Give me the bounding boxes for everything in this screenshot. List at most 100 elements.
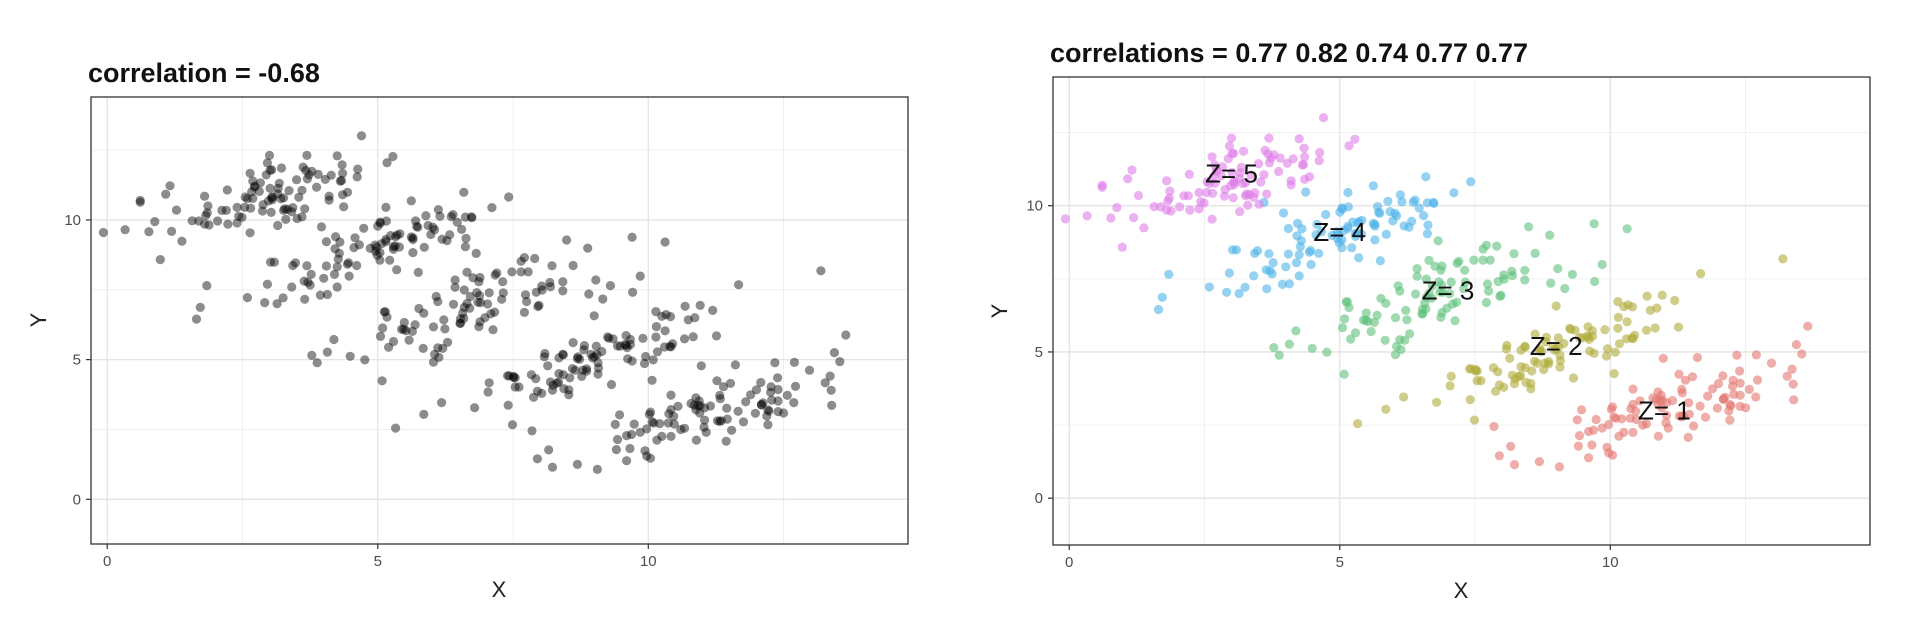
left-y-axis-label: Y: [26, 312, 51, 327]
scatter-point: [545, 377, 556, 387]
scatter-point: [1555, 356, 1566, 366]
scatter-point: [1153, 304, 1164, 315]
scatter-point: [588, 353, 598, 363]
scatter-point: [288, 203, 298, 213]
scatter-point: [510, 373, 520, 383]
scatter-point: [516, 256, 526, 266]
scatter-point: [519, 253, 530, 263]
scatter-point: [450, 275, 460, 285]
scatter-point: [1469, 415, 1480, 425]
scatter-point: [342, 187, 353, 197]
scatter-point: [615, 341, 625, 351]
scatter-point: [431, 291, 441, 302]
scatter-point: [628, 287, 638, 297]
scatter-point: [1399, 392, 1409, 402]
scatter-point: [591, 275, 601, 285]
scatter-point: [782, 390, 792, 400]
scatter-point: [1478, 255, 1488, 265]
scatter-point: [1269, 343, 1279, 353]
scatter-point: [651, 332, 661, 342]
scatter-point: [1337, 243, 1347, 253]
scatter-point: [767, 395, 777, 405]
scatter-point: [1687, 372, 1698, 382]
scatter-point: [593, 363, 604, 373]
scatter-point: [1782, 371, 1792, 381]
scatter-point: [1534, 346, 1544, 356]
scatter-point: [1631, 406, 1641, 416]
scatter-point: [267, 195, 277, 205]
scatter-point: [120, 225, 130, 235]
scatter-point: [135, 195, 145, 205]
scatter-point: [375, 218, 386, 228]
scatter-point: [773, 373, 783, 383]
scatter-point: [523, 267, 533, 277]
scatter-point: [1476, 376, 1486, 386]
scatter-point: [638, 333, 648, 343]
scatter-point: [1728, 375, 1738, 385]
scatter-point: [332, 262, 342, 272]
scatter-point: [660, 326, 670, 336]
scatter-point: [437, 234, 447, 244]
scatter-point: [475, 272, 485, 283]
scatter-point: [269, 257, 279, 267]
scatter-point: [1376, 293, 1386, 303]
scatter-point: [579, 345, 589, 355]
scatter-point: [475, 317, 485, 327]
scatter-point: [1520, 342, 1530, 352]
scatter-point: [1397, 197, 1407, 207]
scatter-point: [407, 326, 417, 336]
x-tick-label: 10: [640, 553, 657, 570]
scatter-point: [272, 299, 282, 309]
scatter-point: [763, 420, 773, 430]
scatter-point: [554, 353, 564, 363]
scatter-point: [712, 376, 722, 386]
scatter-point: [773, 396, 783, 406]
scatter-point: [265, 183, 275, 193]
scatter-point: [1339, 369, 1349, 379]
scatter-point: [279, 193, 289, 203]
scatter-point: [1412, 264, 1422, 274]
scatter-point: [411, 216, 421, 226]
scatter-point: [1427, 281, 1437, 291]
scatter-point: [734, 280, 744, 290]
scatter-point: [750, 408, 761, 418]
scatter-point: [1499, 270, 1509, 280]
scatter-point: [608, 334, 618, 344]
scatter-point: [683, 315, 693, 325]
scatter-point: [693, 401, 703, 411]
scatter-point: [240, 192, 250, 202]
scatter-point: [627, 232, 637, 242]
scatter-point: [553, 377, 564, 387]
scatter-point: [1129, 213, 1139, 223]
scatter-point: [1584, 453, 1594, 463]
scatter-point: [483, 387, 493, 397]
scatter-point: [319, 273, 329, 283]
scatter-point: [1166, 206, 1176, 216]
scatter-point: [722, 403, 732, 413]
scatter-point: [413, 222, 423, 232]
scatter-point: [746, 390, 756, 400]
scatter-point: [1641, 325, 1652, 335]
scatter-point: [408, 233, 418, 243]
scatter-point: [177, 236, 187, 246]
scatter-point: [442, 236, 452, 246]
scatter-point: [1663, 423, 1673, 433]
scatter-point: [312, 182, 322, 192]
scatter-point: [338, 168, 348, 178]
scatter-point: [508, 372, 519, 383]
scatter-point: [1278, 208, 1289, 218]
scatter-point: [1344, 141, 1354, 151]
scatter-point: [1560, 283, 1570, 294]
scatter-point: [1591, 414, 1601, 425]
scatter-point: [1597, 259, 1607, 270]
scatter-point: [527, 426, 537, 436]
scatter-point: [245, 228, 255, 238]
scatter-point: [1219, 191, 1230, 201]
scatter-point: [1196, 197, 1206, 207]
scatter-point: [545, 282, 556, 292]
scatter-point: [1231, 245, 1241, 255]
scatter-point: [1735, 401, 1745, 411]
scatter-point: [1259, 170, 1269, 180]
scatter-point: [558, 349, 568, 359]
scatter-point: [1614, 339, 1625, 349]
